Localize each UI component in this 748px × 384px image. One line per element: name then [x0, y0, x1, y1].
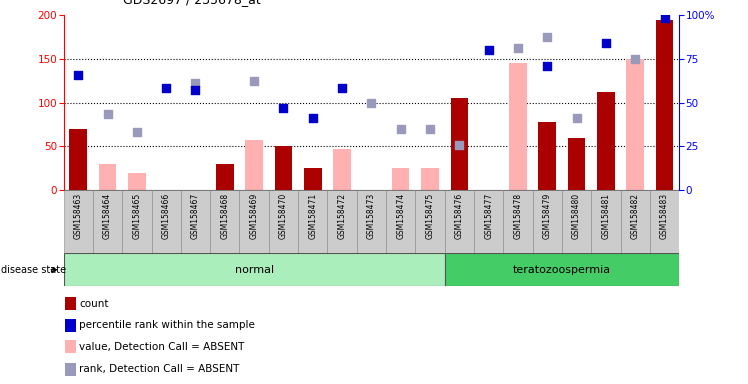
Text: normal: normal: [235, 265, 274, 275]
Point: [542, 63, 554, 69]
Bar: [444, 190, 474, 253]
Bar: [450, 98, 468, 190]
Point: [600, 40, 612, 46]
Point: [482, 47, 494, 53]
Text: GSM158470: GSM158470: [279, 193, 288, 239]
Bar: [509, 63, 527, 190]
Bar: [65, 297, 76, 310]
Point: [102, 111, 114, 117]
Point: [307, 114, 319, 121]
Bar: [65, 341, 76, 353]
Point: [542, 34, 554, 40]
Bar: [70, 129, 87, 190]
Bar: [415, 190, 444, 253]
Text: value, Detection Call = ABSENT: value, Detection Call = ABSENT: [79, 342, 245, 352]
Bar: [334, 149, 351, 190]
Point: [131, 129, 143, 135]
Text: GSM158483: GSM158483: [660, 193, 669, 239]
Text: GDS2697 / 235678_at: GDS2697 / 235678_at: [123, 0, 261, 6]
Text: GSM158479: GSM158479: [543, 193, 552, 239]
Text: GSM158475: GSM158475: [426, 193, 435, 239]
Bar: [597, 92, 615, 190]
Point: [453, 142, 465, 148]
Point: [248, 78, 260, 84]
Bar: [386, 190, 415, 253]
Text: GSM158474: GSM158474: [396, 193, 405, 239]
Bar: [93, 190, 122, 253]
Bar: [392, 168, 409, 190]
Text: count: count: [79, 299, 109, 309]
Text: GSM158468: GSM158468: [221, 193, 230, 239]
Bar: [216, 164, 233, 190]
Bar: [656, 20, 673, 190]
Text: disease state: disease state: [1, 265, 66, 275]
Bar: [298, 190, 328, 253]
Point: [189, 79, 201, 86]
Point: [629, 56, 641, 62]
Bar: [650, 190, 679, 253]
Bar: [128, 173, 146, 190]
Bar: [304, 168, 322, 190]
Point: [395, 126, 407, 132]
Bar: [210, 190, 239, 253]
Bar: [269, 190, 298, 253]
Point: [278, 105, 289, 111]
Point: [365, 100, 377, 106]
Bar: [562, 190, 591, 253]
Bar: [239, 190, 269, 253]
Bar: [64, 253, 444, 286]
Bar: [122, 190, 152, 253]
Text: rank, Detection Call = ABSENT: rank, Detection Call = ABSENT: [79, 364, 240, 374]
Text: GSM158469: GSM158469: [250, 193, 259, 239]
Bar: [99, 164, 117, 190]
Bar: [421, 168, 439, 190]
Text: GSM158472: GSM158472: [337, 193, 346, 239]
Bar: [621, 190, 650, 253]
Point: [189, 86, 201, 93]
Text: GSM158471: GSM158471: [308, 193, 317, 239]
Text: GSM158478: GSM158478: [513, 193, 522, 239]
Point: [424, 126, 436, 132]
Bar: [591, 190, 621, 253]
Bar: [275, 146, 292, 190]
Bar: [328, 190, 357, 253]
Bar: [152, 190, 181, 253]
Point: [336, 85, 348, 91]
Text: percentile rank within the sample: percentile rank within the sample: [79, 320, 255, 330]
Point: [512, 45, 524, 51]
Bar: [533, 190, 562, 253]
Point: [160, 85, 172, 91]
Bar: [568, 138, 586, 190]
Text: GSM158464: GSM158464: [103, 193, 112, 239]
Point: [73, 72, 85, 78]
Text: GSM158473: GSM158473: [367, 193, 376, 239]
Text: GSM158463: GSM158463: [74, 193, 83, 239]
Text: GSM158466: GSM158466: [162, 193, 171, 239]
Bar: [64, 190, 93, 253]
Bar: [181, 190, 210, 253]
Bar: [503, 190, 533, 253]
Text: GSM158481: GSM158481: [601, 193, 610, 238]
Text: GSM158465: GSM158465: [132, 193, 141, 239]
Point: [571, 115, 583, 121]
Text: GSM158480: GSM158480: [572, 193, 581, 239]
Text: GSM158477: GSM158477: [484, 193, 493, 239]
Bar: [444, 253, 679, 286]
Bar: [65, 319, 76, 332]
Bar: [626, 59, 644, 190]
Bar: [357, 190, 386, 253]
Text: GSM158476: GSM158476: [455, 193, 464, 239]
Bar: [65, 363, 76, 376]
Text: GSM158467: GSM158467: [191, 193, 200, 239]
Point: [658, 15, 670, 21]
Text: GSM158482: GSM158482: [631, 193, 640, 238]
Bar: [245, 140, 263, 190]
Bar: [539, 122, 556, 190]
Text: teratozoospermia: teratozoospermia: [513, 265, 611, 275]
Bar: [474, 190, 503, 253]
